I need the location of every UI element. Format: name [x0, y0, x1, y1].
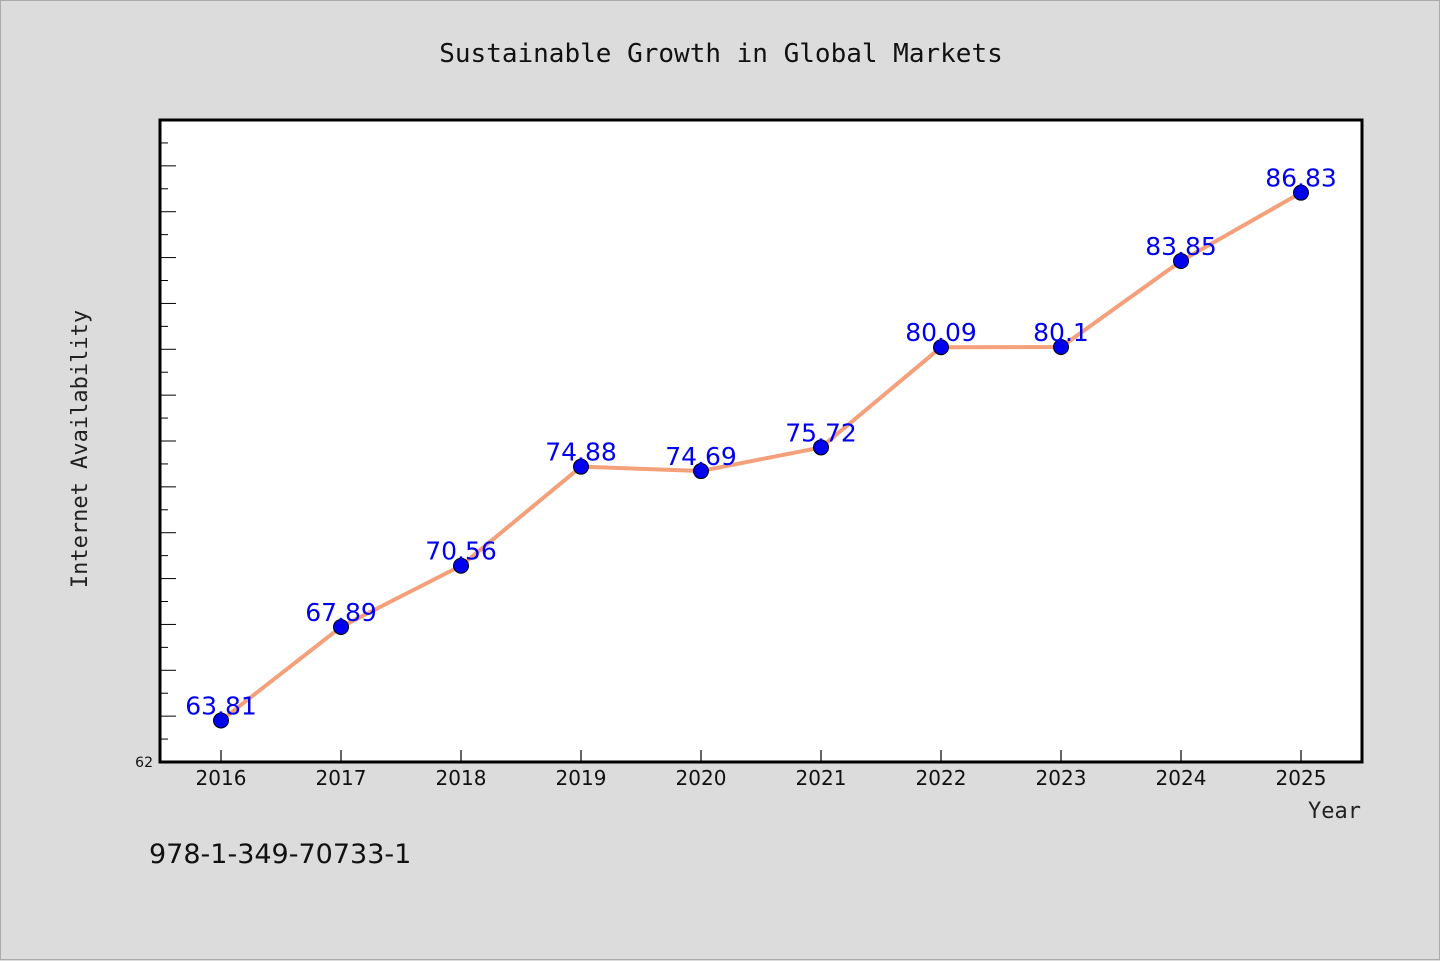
data-label: 83.85 — [1145, 232, 1217, 261]
x-tick-label: 2020 — [676, 766, 727, 790]
series-line — [219, 190, 1302, 723]
data-label: 80.09 — [905, 318, 977, 347]
data-label: 74.69 — [665, 442, 737, 471]
data-label: 80.1 — [1033, 318, 1089, 347]
x-tick-label: 2022 — [916, 766, 967, 790]
x-tick-label: 2021 — [796, 766, 847, 790]
plot-area — [158, 118, 1364, 764]
data-point — [333, 618, 349, 635]
data-label: 67.89 — [305, 598, 377, 627]
data-point — [1173, 253, 1189, 270]
data-point — [573, 458, 589, 475]
y-tick-label: 62 — [135, 755, 153, 771]
x-axis-label: Year — [1308, 799, 1361, 824]
data-point — [813, 439, 829, 456]
data-label: 86.83 — [1265, 164, 1337, 193]
data-point — [1053, 338, 1069, 355]
isbn-text: 978-1-349-70733-1 — [149, 839, 411, 870]
data-label: 75.72 — [785, 418, 857, 447]
x-tick-label: 2019 — [556, 766, 607, 790]
x-tick-label: 2016 — [196, 766, 247, 790]
data-point — [1293, 184, 1309, 201]
data-point — [453, 557, 469, 574]
x-axis-ticks: 2016 2017 2018 2019 2020 2021 2022 2023 2024 2025 — [196, 750, 1327, 790]
data-point — [693, 463, 709, 480]
x-tick-label: 2018 — [436, 766, 487, 790]
data-label: 74.88 — [545, 438, 617, 467]
x-tick-label: 2023 — [1036, 766, 1087, 790]
data-label: 63.81 — [185, 691, 257, 720]
data-point — [213, 712, 229, 729]
x-tick-label: 2024 — [1156, 766, 1207, 790]
data-point — [933, 339, 949, 356]
y-axis-label: Internet Availability — [68, 310, 93, 588]
y-axis-ticks — [160, 119, 176, 763]
x-tick-label: 2025 — [1276, 766, 1327, 790]
chart-title: Sustainable Growth in Global Markets — [439, 39, 1003, 69]
data-label: 70.56 — [425, 537, 497, 566]
x-tick-label: 2017 — [316, 766, 367, 790]
series-layer: 63.81 67.89 70.56 74.88 74.69 75.72 80.09 80.1 8… — [185, 164, 1337, 729]
